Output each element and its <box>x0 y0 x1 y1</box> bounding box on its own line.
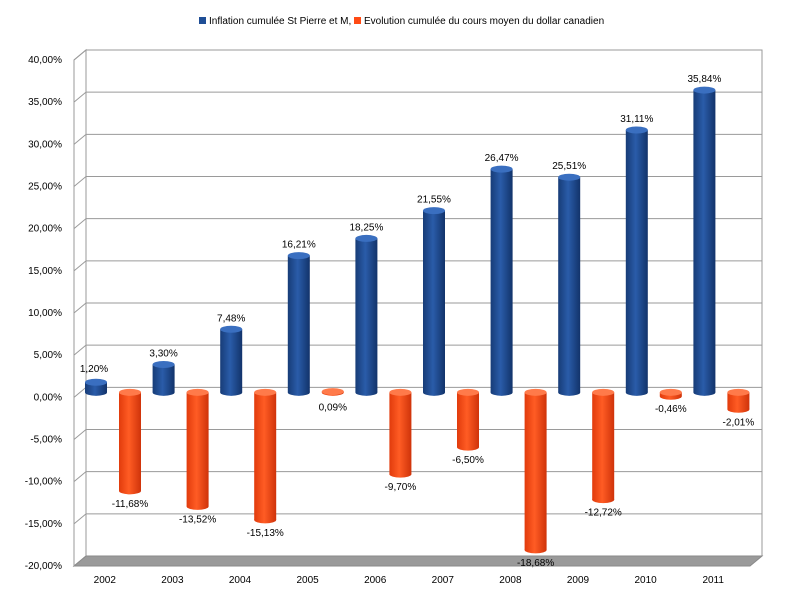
y-tick-label: 20,00% <box>28 224 62 235</box>
x-tick-label: 2006 <box>364 575 387 586</box>
bar-inflation-2003 <box>152 361 175 396</box>
gridline-diag <box>73 176 87 187</box>
x-tick-label: 2003 <box>161 575 184 586</box>
data-label: -9,70% <box>385 482 417 493</box>
bar-dollar-2010 <box>659 388 682 400</box>
y-tick-label: -10,00% <box>25 477 62 488</box>
bar-dollar-2003 <box>186 388 209 510</box>
data-label: 31,11% <box>620 114 653 125</box>
x-axis-ticks: 2002 2003 2004 2005 2006 2007 2008 2009 2010 2011 <box>94 575 725 586</box>
plot-area <box>72 48 764 568</box>
data-label: 18,25% <box>349 222 383 233</box>
data-label: -11,68% <box>112 499 149 510</box>
data-label: 7,48% <box>217 313 245 324</box>
legend-label-inflation: Inflation cumulée St Pierre et M, <box>209 16 351 27</box>
bar-inflation-2002 <box>85 378 107 396</box>
legend-swatch-dollar <box>354 17 361 24</box>
data-label: 3,30% <box>149 349 177 360</box>
data-label: -12,72% <box>585 508 622 519</box>
bar-dollar-2009 <box>592 388 615 504</box>
y-tick-label: -20,00% <box>25 561 62 572</box>
bar-dollar-2007 <box>457 388 479 451</box>
data-label: 35,84% <box>687 74 721 85</box>
gridline-diag <box>73 429 87 440</box>
gridline-diag <box>73 91 87 103</box>
x-tick-label: 2008 <box>499 575 522 586</box>
bar-dollar-2008 <box>524 388 547 554</box>
data-label: -15,13% <box>247 528 284 539</box>
data-label: 1,20% <box>80 364 108 375</box>
gridline-diag <box>73 302 87 314</box>
data-label: -18,68% <box>517 558 554 569</box>
y-tick-label: 0,00% <box>34 392 62 403</box>
x-tick-label: 2007 <box>432 575 455 586</box>
bar-inflation-2005 <box>287 252 310 396</box>
gridline-diag <box>73 386 87 398</box>
legend-swatch-inflation <box>199 17 206 24</box>
y-tick-label: 40,00% <box>28 55 62 66</box>
x-tick-label: 2002 <box>94 575 117 586</box>
gridline-diag <box>73 513 87 525</box>
bar-inflation-2008 <box>490 165 513 396</box>
bar-dollar-2011 <box>727 388 750 413</box>
data-label: -0,46% <box>655 404 687 415</box>
y-tick-label: 15,00% <box>28 266 62 277</box>
x-tick-label: 2011 <box>702 575 724 586</box>
data-label: -13,52% <box>179 514 216 525</box>
data-labels: 1,20% 3,30% 7,48% 16,21% 18,25% 21,55% 26,47% 2… <box>80 74 755 569</box>
data-label: -2,01% <box>723 417 755 428</box>
legend-label-dollar: Evolution cumulée du cours moyen du doll… <box>364 16 604 27</box>
bar-inflation-2007 <box>423 207 445 396</box>
bar-dollar-2004 <box>254 388 277 524</box>
gridline-diag <box>73 344 87 356</box>
legend: Inflation cumulée St Pierre et M, Evolut… <box>199 16 604 27</box>
floor <box>72 555 764 567</box>
gridline-diag <box>73 133 87 145</box>
data-label: 26,47% <box>485 153 519 164</box>
gridline-diag <box>73 260 87 272</box>
data-label: 0,09% <box>319 402 347 413</box>
data-label: -6,50% <box>452 455 484 466</box>
bar-inflation-2006 <box>355 234 378 396</box>
x-tick-label: 2010 <box>634 575 657 586</box>
bar-dollar-2006 <box>389 388 412 478</box>
x-tick-label: 2009 <box>567 575 590 586</box>
gridline-diag <box>73 49 87 61</box>
y-tick-label: 5,00% <box>34 350 62 361</box>
gridline-diag <box>73 471 87 483</box>
data-label: 25,51% <box>552 161 586 172</box>
bar-inflation-2004 <box>220 325 243 396</box>
y-tick-label: 35,00% <box>28 97 62 108</box>
y-tick-label: 10,00% <box>28 308 62 319</box>
x-tick-label: 2004 <box>229 575 252 586</box>
bars <box>85 86 750 554</box>
bar-inflation-2011 <box>693 86 716 396</box>
data-label: 16,21% <box>282 240 316 251</box>
y-tick-label: -5,00% <box>30 435 62 446</box>
y-tick-label: -15,00% <box>25 519 62 530</box>
y-tick-label: 25,00% <box>28 182 62 193</box>
gridline-diag <box>73 218 87 230</box>
bar-inflation-2009 <box>558 173 581 396</box>
bar-dollar-2005 <box>321 388 344 396</box>
y-tick-label: 30,00% <box>28 139 62 150</box>
bar-dollar-2002 <box>119 388 141 495</box>
data-label: 21,55% <box>417 195 451 206</box>
x-tick-label: 2005 <box>296 575 319 586</box>
bar-inflation-2010 <box>625 126 648 396</box>
y-axis-ticks: 40,00% 35,00% 30,00% 25,00% 20,00% 15,00% 10,0… <box>25 55 62 572</box>
